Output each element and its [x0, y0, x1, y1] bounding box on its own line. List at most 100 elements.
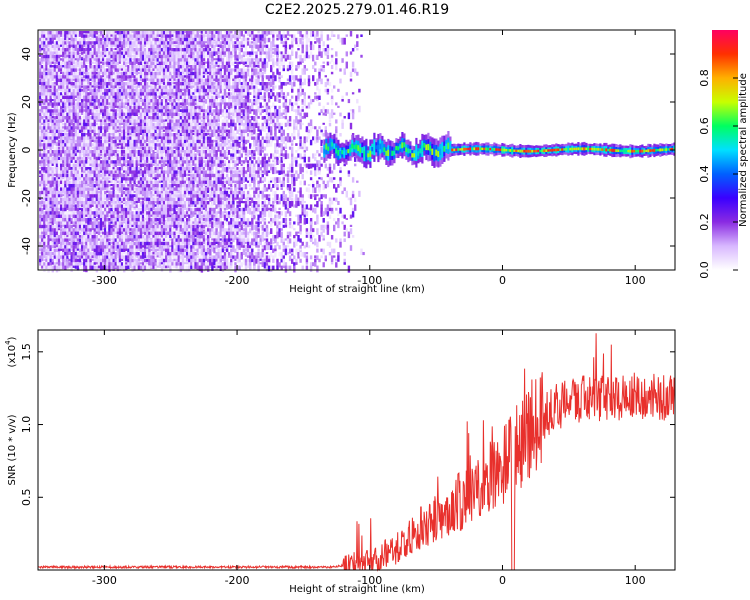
spectrogram-noise-cell	[131, 37, 134, 41]
spectrogram-noise-cell	[165, 163, 168, 166]
spectrogram-noise-cell	[39, 105, 42, 111]
spectrogram-noise-cell	[57, 75, 61, 79]
spectrogram-noise-cell	[171, 156, 174, 161]
spectrogram-noise-cell	[112, 153, 115, 156]
spectrogram-noise-cell	[57, 71, 61, 79]
spectrogram-noise-cell	[70, 221, 73, 224]
spectrogram-noise-cell	[72, 78, 75, 81]
spectrogram-noise-cell	[62, 75, 65, 79]
spectrogram-noise-cell	[45, 37, 48, 41]
spectrogram-noise-cell	[131, 241, 134, 246]
spectrogram-noise-cell	[154, 187, 157, 194]
spectrogram-noise-cell	[165, 197, 168, 201]
spectrogram-noise-cell	[49, 65, 52, 68]
spectrogram-noise-cell	[137, 99, 141, 105]
spectrogram-noise-cell	[146, 31, 149, 37]
spectrogram-noise-cell	[110, 109, 113, 112]
spectrogram-noise-cell	[89, 105, 92, 111]
spectrogram-noise-cell	[112, 139, 115, 147]
spectrogram-noise-cell	[81, 156, 84, 163]
spectrogram-noise-cell	[141, 163, 145, 168]
spectrogram-noise-cell	[66, 129, 69, 133]
spectrogram-noise-cell	[39, 122, 42, 130]
spectrogram-noise-cell	[95, 48, 99, 55]
spectrogram-noise-cell	[127, 71, 130, 78]
spectrogram-noise-cell	[135, 122, 138, 126]
spectrogram-noise-cell	[62, 197, 65, 205]
spectrogram-noise-cell	[74, 265, 78, 269]
spectrogram-noise-cell	[53, 241, 57, 245]
spectrogram-noise-cell	[66, 143, 69, 148]
spectrogram-noise-cell	[167, 116, 170, 120]
spectrogram-noise-cell	[114, 44, 117, 47]
spectrogram-noise-cell	[60, 163, 63, 170]
spectrogram-noise-cell	[125, 228, 128, 232]
spectrogram-noise-cell	[137, 156, 141, 161]
spectrogram-noise-cell	[125, 37, 128, 43]
spectrogram-noise-cell	[89, 265, 92, 271]
spectrogram-noise-cell	[95, 258, 99, 263]
spectrogram-noise-cell	[179, 224, 183, 232]
spectrogram-noise-cell	[152, 245, 155, 249]
spectrogram-noise-cell	[108, 41, 111, 47]
spectrogram-noise-cell	[55, 54, 59, 62]
spectrogram-noise-cell	[181, 146, 185, 153]
spectrogram-noise-cell	[173, 194, 176, 197]
spectrogram-noise-cell	[144, 167, 147, 173]
spectrogram-noise-cell	[97, 184, 101, 187]
spectrogram-noise-cell	[169, 156, 172, 163]
spectrogram-noise-cell	[47, 78, 50, 83]
spectrogram-noise-cell	[148, 143, 151, 149]
spectrogram-noise-cell	[125, 224, 128, 230]
spectrogram-noise-cell	[74, 129, 78, 134]
spectrogram-noise-cell	[51, 170, 54, 174]
spectrogram-noise-cell	[68, 75, 71, 78]
spectrogram-noise-cell	[93, 92, 96, 99]
spectrogram-noise-cell	[154, 116, 157, 120]
spectrogram-noise-cell	[91, 238, 94, 244]
spectrogram-noise-cell	[160, 238, 164, 242]
spectrogram-noise-cell	[97, 146, 101, 152]
spectrogram-noise-cell	[108, 119, 111, 122]
spectrogram-noise-cell	[150, 71, 153, 78]
spectrogram-noise-cell	[76, 170, 80, 176]
spectrogram-noise-cell	[72, 143, 75, 148]
spectrogram-noise-cell	[70, 31, 73, 34]
spectrogram-noise-cell	[87, 41, 90, 47]
spectrogram-noise-cell	[171, 51, 174, 57]
spectrogram-noise-cell	[106, 143, 109, 147]
spectrogram-noise-cell	[55, 82, 59, 88]
spectrogram-noise-cells	[39, 31, 365, 273]
spectrogram-noise-cell	[137, 184, 141, 187]
spectrogram-noise-cell	[53, 133, 57, 138]
spectrogram-noise-cell	[116, 126, 120, 129]
spectrogram-noise-cell	[183, 71, 187, 78]
spectrogram-noise-cell	[188, 88, 191, 94]
spectrogram-noise-cell	[127, 245, 130, 252]
spectrogram-noise-cell	[70, 126, 73, 132]
spectrogram-noise-cell	[173, 211, 176, 214]
spectrogram-noise-cell	[133, 197, 136, 201]
spectrogram-noise-cell	[135, 258, 138, 263]
spectrogram-noise-cell	[144, 58, 147, 62]
spectrogram-noise-cell	[104, 252, 107, 257]
spectrogram-noise-cell	[129, 119, 132, 124]
spectrogram-noise-cell	[116, 58, 120, 61]
spectrogram-noise-cell	[167, 44, 170, 48]
spectrogram-noise-cell	[129, 258, 132, 265]
spectrogram-noise-cell	[78, 156, 82, 160]
spectrogram-noise-cell	[120, 224, 124, 227]
spectrogram-noise-cell	[148, 180, 151, 184]
spectrogram-noise-cell	[148, 88, 151, 94]
spectrogram-noise-cell	[114, 88, 117, 93]
spectrogram-noise-cell	[112, 241, 115, 246]
spectrogram-noise-cell	[51, 231, 54, 238]
spectrogram-noise-cell	[144, 156, 147, 164]
spectrogram-noise-cell	[68, 85, 71, 90]
spectrogram-noise-cell	[165, 88, 168, 93]
spectrogram-noise-cell	[45, 235, 48, 238]
spectrogram-noise-cell	[53, 99, 57, 104]
spectrogram-noise-cell	[95, 201, 99, 205]
spectrogram-noise-cell	[53, 65, 57, 69]
spectrogram-noise-cell	[152, 51, 155, 58]
